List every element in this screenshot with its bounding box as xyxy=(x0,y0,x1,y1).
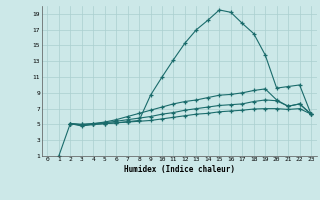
X-axis label: Humidex (Indice chaleur): Humidex (Indice chaleur) xyxy=(124,165,235,174)
